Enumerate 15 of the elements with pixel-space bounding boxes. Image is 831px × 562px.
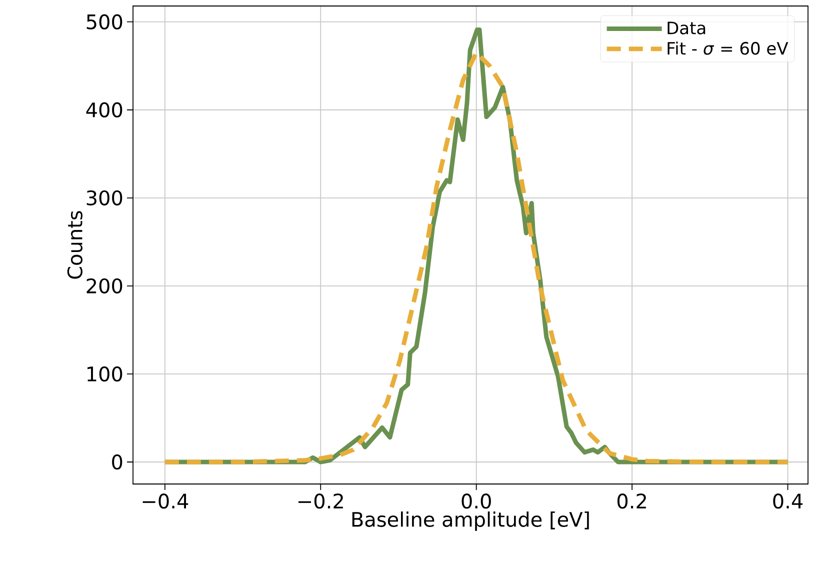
legend-label: Fit - σ = 60 eV [668,42,788,55]
y-tick-label: 300 [86,190,122,206]
y-tick-label: 500 [86,14,122,30]
x-tick-label: −0.4 [142,494,188,509]
x-tick-label: 0.2 [617,494,646,509]
y-tick-label: 100 [88,366,122,382]
x-tick-label: −0.2 [298,494,343,509]
y-tick-label: 0 [112,454,122,470]
y-tick-label: 400 [86,102,122,118]
y-tick-label: 200 [86,278,122,294]
x-tick-label: 0.0 [462,494,491,509]
y-axis-title: Counts [67,211,82,279]
legend-label: Data [668,22,706,34]
x-tick-label: 0.4 [773,494,803,509]
x-axis-title: Baseline amplitude [eV] [352,511,589,531]
